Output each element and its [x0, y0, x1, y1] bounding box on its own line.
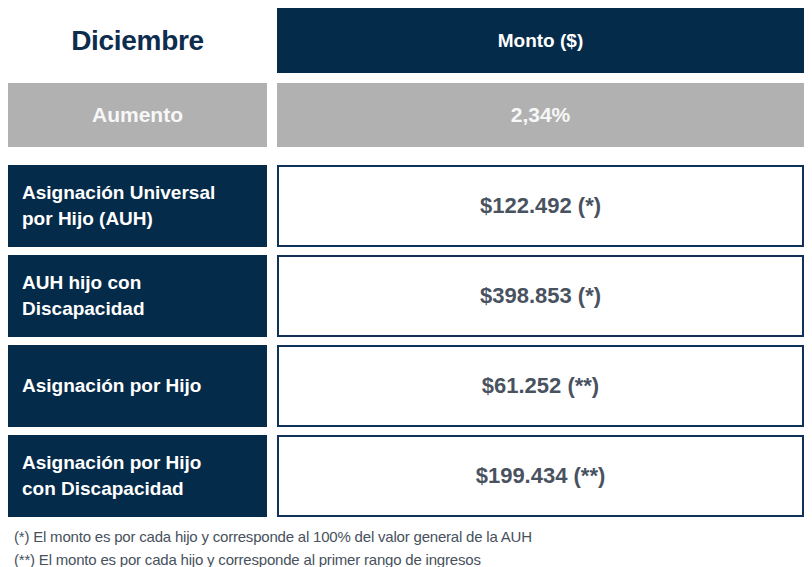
benefit-amount-cell: $122.492 (*) [277, 165, 804, 247]
table-header-row: Diciembre Monto ($) [8, 8, 804, 73]
benefit-label: Asignación por Hijo con Discapacidad [22, 450, 201, 502]
benefit-label: Asignación Universal por Hijo (AUH) [22, 180, 215, 232]
benefit-amount: $199.434 (**) [476, 463, 606, 489]
benefit-amount: $398.853 (*) [480, 283, 601, 309]
benefit-amount: $122.492 (*) [480, 193, 601, 219]
benefit-label-cell: AUH hijo con Discapacidad [8, 255, 267, 337]
benefit-amount-cell: $199.434 (**) [277, 435, 804, 517]
footnote-single-asterisk: (*) El monto es por cada hijo y correspo… [14, 525, 804, 548]
benefit-label: AUH hijo con Discapacidad [22, 270, 145, 322]
benefits-table: Diciembre Monto ($) Aumento 2,34% Asigna… [8, 8, 804, 567]
period-title: Diciembre [71, 25, 204, 57]
benefit-label-cell: Asignación por Hijo con Discapacidad [8, 435, 267, 517]
benefit-label-cell: Asignación Universal por Hijo (AUH) [8, 165, 267, 247]
increase-row: Aumento 2,34% [8, 83, 804, 147]
increase-value: 2,34% [511, 103, 571, 127]
table-row: AUH hijo con Discapacidad $398.853 (*) [8, 255, 804, 337]
benefit-label-cell: Asignación por Hijo [8, 345, 267, 427]
benefit-amount-cell: $61.252 (**) [277, 345, 804, 427]
benefit-label: Asignación por Hijo [22, 373, 201, 399]
increase-value-cell: 2,34% [277, 83, 804, 147]
period-header-cell: Diciembre [8, 8, 267, 73]
footnotes: (*) El monto es por cada hijo y correspo… [8, 525, 804, 567]
footnote-double-asterisk: (**) El monto es por cada hijo y corresp… [14, 548, 804, 567]
amount-column-header: Monto ($) [498, 30, 583, 52]
table-row: Asignación por Hijo con Discapacidad $19… [8, 435, 804, 517]
increase-label: Aumento [92, 103, 183, 127]
benefit-amount: $61.252 (**) [482, 373, 599, 399]
increase-label-cell: Aumento [8, 83, 267, 147]
table-row: Asignación por Hijo $61.252 (**) [8, 345, 804, 427]
amount-column-header-cell: Monto ($) [277, 8, 804, 73]
benefit-amount-cell: $398.853 (*) [277, 255, 804, 337]
table-row: Asignación Universal por Hijo (AUH) $122… [8, 165, 804, 247]
